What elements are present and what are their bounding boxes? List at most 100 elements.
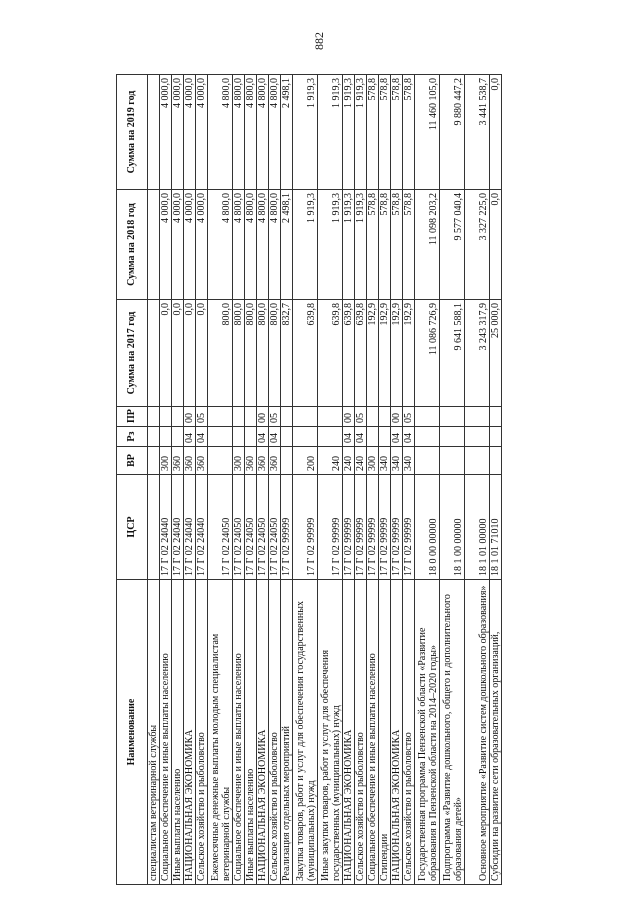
cell-sum-2019: 578,8 <box>378 74 391 190</box>
cell-sum-2018: 4 000,0 <box>195 189 208 300</box>
cell-name: НАЦИОНАЛЬНАЯ ЭКОНОМИКА <box>256 579 269 885</box>
cell-pr <box>147 406 160 427</box>
cell-csr: 18 0 00 00000 <box>414 474 440 580</box>
cell-vr: 360 <box>268 446 281 475</box>
cell-sum-2019: 4 000,0 <box>195 74 208 190</box>
cell-sum-2017: 192,9 <box>366 299 379 407</box>
cell-csr: 18 1 01 71010 <box>489 474 502 580</box>
table-row: НАЦИОНАЛЬНАЯ ЭКОНОМИКА 17 Г 02 99999 340 04… <box>390 74 403 885</box>
budget-table-rotated: Наименование ЦСР ВР Рз ПР Сумма на 2017 год Су… <box>116 74 530 885</box>
cell-sum-2018: 3 327 225,0 <box>464 189 490 300</box>
cell-pr <box>464 406 490 427</box>
cell-rz <box>171 426 184 447</box>
cell-pr <box>171 406 184 427</box>
cell-rz <box>280 426 293 447</box>
cell-sum-2018: 4 000,0 <box>159 189 172 300</box>
table-row: Государственная программа Пензенской обл… <box>414 74 440 885</box>
cell-name: НАЦИОНАЛЬНАЯ ЭКОНОМИКА <box>390 579 403 885</box>
cell-pr <box>414 406 440 427</box>
cell-name: Стипендии <box>378 579 391 885</box>
cell-vr: 300 <box>232 446 245 475</box>
cell-pr <box>439 406 465 427</box>
cell-rz: 04 <box>402 426 415 447</box>
cell-sum-2019: 4 000,0 <box>171 74 184 190</box>
cell-pr <box>489 406 502 427</box>
table-row: Основное мероприятие «Развитие систем до… <box>464 74 490 885</box>
cell-csr: 17 Г 02 24050 <box>256 474 269 580</box>
cell-pr: 00 <box>390 406 403 427</box>
table-row: Закупка товаров, работ и услуг для обесп… <box>292 74 318 885</box>
cell-pr <box>280 406 293 427</box>
cell-sum-2017 <box>147 299 160 407</box>
cell-sum-2019: 9 880 447,2 <box>439 74 465 190</box>
cell-pr: 05 <box>195 406 208 427</box>
cell-sum-2017: 0,0 <box>159 299 172 407</box>
cell-csr: 18 1 00 00000 <box>439 474 465 580</box>
header-rz: Рз <box>116 426 148 447</box>
cell-rz: 04 <box>342 426 355 447</box>
table-row: Стипендии 17 Г 02 99999 340 192,9 578,8 578,8 <box>378 74 391 885</box>
cell-sum-2019: 4 800,0 <box>244 74 257 190</box>
cell-name: Социальное обеспечение и иные выплаты на… <box>159 579 172 885</box>
cell-sum-2019: 3 441 538,7 <box>464 74 490 190</box>
cell-sum-2017: 0,0 <box>183 299 196 407</box>
header-sum-2017: Сумма на 2017 год <box>116 299 148 407</box>
cell-sum-2017: 800,0 <box>244 299 257 407</box>
table-row: Иные выплаты населению 17 Г 02 24050 360 80… <box>244 74 257 885</box>
cell-csr: 17 Г 02 24050 <box>268 474 281 580</box>
cell-rz <box>207 426 233 447</box>
cell-csr <box>147 474 160 580</box>
cell-pr <box>232 406 245 427</box>
cell-sum-2017: 800,0 <box>232 299 245 407</box>
cell-sum-2017: 0,0 <box>171 299 184 407</box>
cell-sum-2017: 192,9 <box>402 299 415 407</box>
cell-pr <box>317 406 343 427</box>
cell-csr: 17 Г 02 99999 <box>342 474 355 580</box>
table-row: Социальное обеспечение и иные выплаты на… <box>366 74 379 885</box>
cell-name: Иные закупки товаров, работ и услуг для … <box>317 579 343 885</box>
cell-vr: 300 <box>366 446 379 475</box>
cell-sum-2019: 4 800,0 <box>207 74 233 190</box>
cell-rz: 04 <box>195 426 208 447</box>
cell-csr: 17 Г 02 99999 <box>390 474 403 580</box>
cell-sum-2019: 4 800,0 <box>232 74 245 190</box>
cell-vr: 360 <box>244 446 257 475</box>
cell-vr: 200 <box>292 446 318 475</box>
cell-sum-2018: 4 000,0 <box>171 189 184 300</box>
cell-vr <box>464 446 490 475</box>
table-row: Сельское хозяйство и рыболовство 17 Г 02 … <box>268 74 281 885</box>
table-row: Социальное обеспечение и иные выплаты на… <box>159 74 172 885</box>
cell-rz <box>414 426 440 447</box>
cell-sum-2019: 1 919,3 <box>342 74 355 190</box>
cell-sum-2019: 4 000,0 <box>159 74 172 190</box>
cell-sum-2018: 2 498,1 <box>280 189 293 300</box>
cell-name: Закупка товаров, работ и услуг для обесп… <box>292 579 318 885</box>
cell-sum-2017: 25 000,0 <box>489 299 502 407</box>
cell-csr: 17 Г 02 24040 <box>195 474 208 580</box>
cell-csr: 17 Г 02 24040 <box>171 474 184 580</box>
cell-sum-2017: 192,9 <box>378 299 391 407</box>
cell-sum-2019: 2 498,1 <box>280 74 293 190</box>
cell-pr: 00 <box>256 406 269 427</box>
cell-sum-2019: 4 800,0 <box>256 74 269 190</box>
cell-sum-2018: 578,8 <box>402 189 415 300</box>
cell-vr: 240 <box>342 446 355 475</box>
cell-sum-2017: 192,9 <box>390 299 403 407</box>
cell-vr <box>414 446 440 475</box>
table-row: Ежемесячные денежные выплаты молодым спе… <box>207 74 233 885</box>
cell-sum-2017: 11 086 726,9 <box>414 299 440 407</box>
cell-pr <box>378 406 391 427</box>
cell-name: НАЦИОНАЛЬНАЯ ЭКОНОМИКА <box>183 579 196 885</box>
cell-sum-2018: 578,8 <box>390 189 403 300</box>
table-row: НАЦИОНАЛЬНАЯ ЭКОНОМИКА 17 Г 02 99999 240 04… <box>342 74 355 885</box>
cell-pr: 00 <box>342 406 355 427</box>
cell-rz <box>489 426 502 447</box>
cell-rz <box>317 426 343 447</box>
cell-csr: 17 Г 02 24040 <box>183 474 196 580</box>
cell-csr: 18 1 01 00000 <box>464 474 490 580</box>
cell-vr <box>439 446 465 475</box>
cell-sum-2018: 578,8 <box>366 189 379 300</box>
cell-vr: 240 <box>354 446 367 475</box>
cell-sum-2019: 11 460 105,0 <box>414 74 440 190</box>
header-sum-2019: Сумма на 2019 год <box>116 74 148 190</box>
